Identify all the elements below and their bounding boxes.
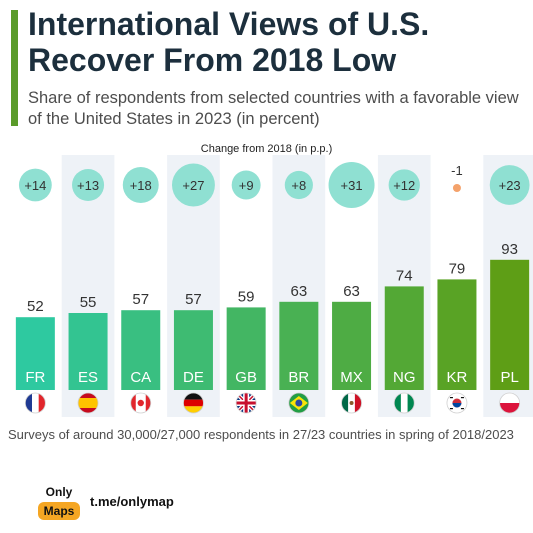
source-note: Surveys of around 30,000/27,000 responde… [8, 427, 514, 442]
chart-title: International Views of U.S. Recover From… [28, 6, 430, 78]
logo-line1: Only [45, 485, 73, 499]
value-label: 63 [343, 283, 360, 300]
value-label: 79 [449, 260, 466, 277]
category-label: DE [183, 369, 204, 386]
bar-de [173, 310, 213, 390]
flag-pl-icon [499, 392, 521, 414]
category-label: NG [393, 369, 416, 386]
change-label-value: +12 [393, 178, 415, 193]
change-bubble [122, 167, 159, 203]
chart-subtitle: Share of respondents from selected count… [28, 89, 519, 128]
change-label-value: +23 [499, 178, 521, 193]
change-bubble [328, 162, 375, 208]
change-bubble [18, 168, 52, 202]
flag-ng-icon [393, 392, 415, 414]
bar-fr [15, 317, 55, 390]
bar-mx [332, 301, 372, 390]
value-label: 63 [291, 283, 308, 300]
change-label-value: +14 [24, 178, 46, 193]
bar-ca [121, 310, 161, 390]
bar-pl [490, 259, 530, 390]
bar-gb [226, 307, 266, 390]
change-label-value: +13 [77, 178, 99, 193]
telegram-handle: t.me/onlymap [90, 494, 174, 509]
change-label-value: -1 [451, 163, 463, 178]
category-label: BR [288, 369, 309, 386]
change-label-value: +8 [291, 178, 306, 193]
value-label: 59 [238, 288, 255, 305]
value-label: 93 [501, 241, 518, 258]
flag-es-icon [77, 392, 99, 414]
category-label: FR [25, 369, 45, 386]
change-bubble [489, 165, 530, 205]
change-bubble [231, 170, 261, 200]
category-label: MX [340, 369, 363, 386]
bar-kr [437, 279, 477, 390]
change-bubble [72, 168, 105, 202]
onlymaps-logo: Only Maps [36, 485, 82, 520]
flag-br-icon [288, 392, 310, 414]
flag-mx-icon [341, 392, 362, 414]
value-label: 57 [185, 291, 202, 308]
change-bubble [452, 184, 461, 192]
category-label: PL [500, 369, 518, 386]
category-label: GB [235, 369, 257, 386]
change-bubble [388, 169, 420, 201]
change-label-value: +9 [239, 178, 254, 193]
flag-ca-icon [130, 392, 152, 414]
category-label: KR [447, 369, 468, 386]
flag-kr-icon [446, 392, 468, 414]
flag-de-icon [183, 392, 204, 414]
change-bubble [284, 170, 313, 200]
accent-bar [11, 10, 18, 126]
bar-ng [384, 286, 424, 390]
category-label: ES [78, 369, 98, 386]
change-label-value: +31 [341, 178, 363, 193]
category-label: CA [130, 369, 151, 386]
change-bubble [171, 163, 215, 207]
logo-line2: Maps [37, 502, 81, 520]
value-label: 57 [132, 291, 149, 308]
value-label: 55 [80, 294, 97, 311]
value-label: 52 [27, 298, 44, 315]
change-label: Change from 2018 (in p.p.) [200, 143, 333, 155]
change-label-value: +18 [130, 178, 152, 193]
value-label: 74 [396, 267, 413, 284]
flag-fr-icon [24, 392, 46, 414]
bar-es [68, 313, 108, 390]
bar-br [279, 301, 319, 390]
change-label-value: +27 [182, 178, 204, 193]
bar-chart: 52 FR +14 55 ES +13 57 CA +18 57 DE +27 59 GB +9 63 BR +8… [15, 155, 533, 417]
flag-gb-icon [235, 392, 257, 414]
